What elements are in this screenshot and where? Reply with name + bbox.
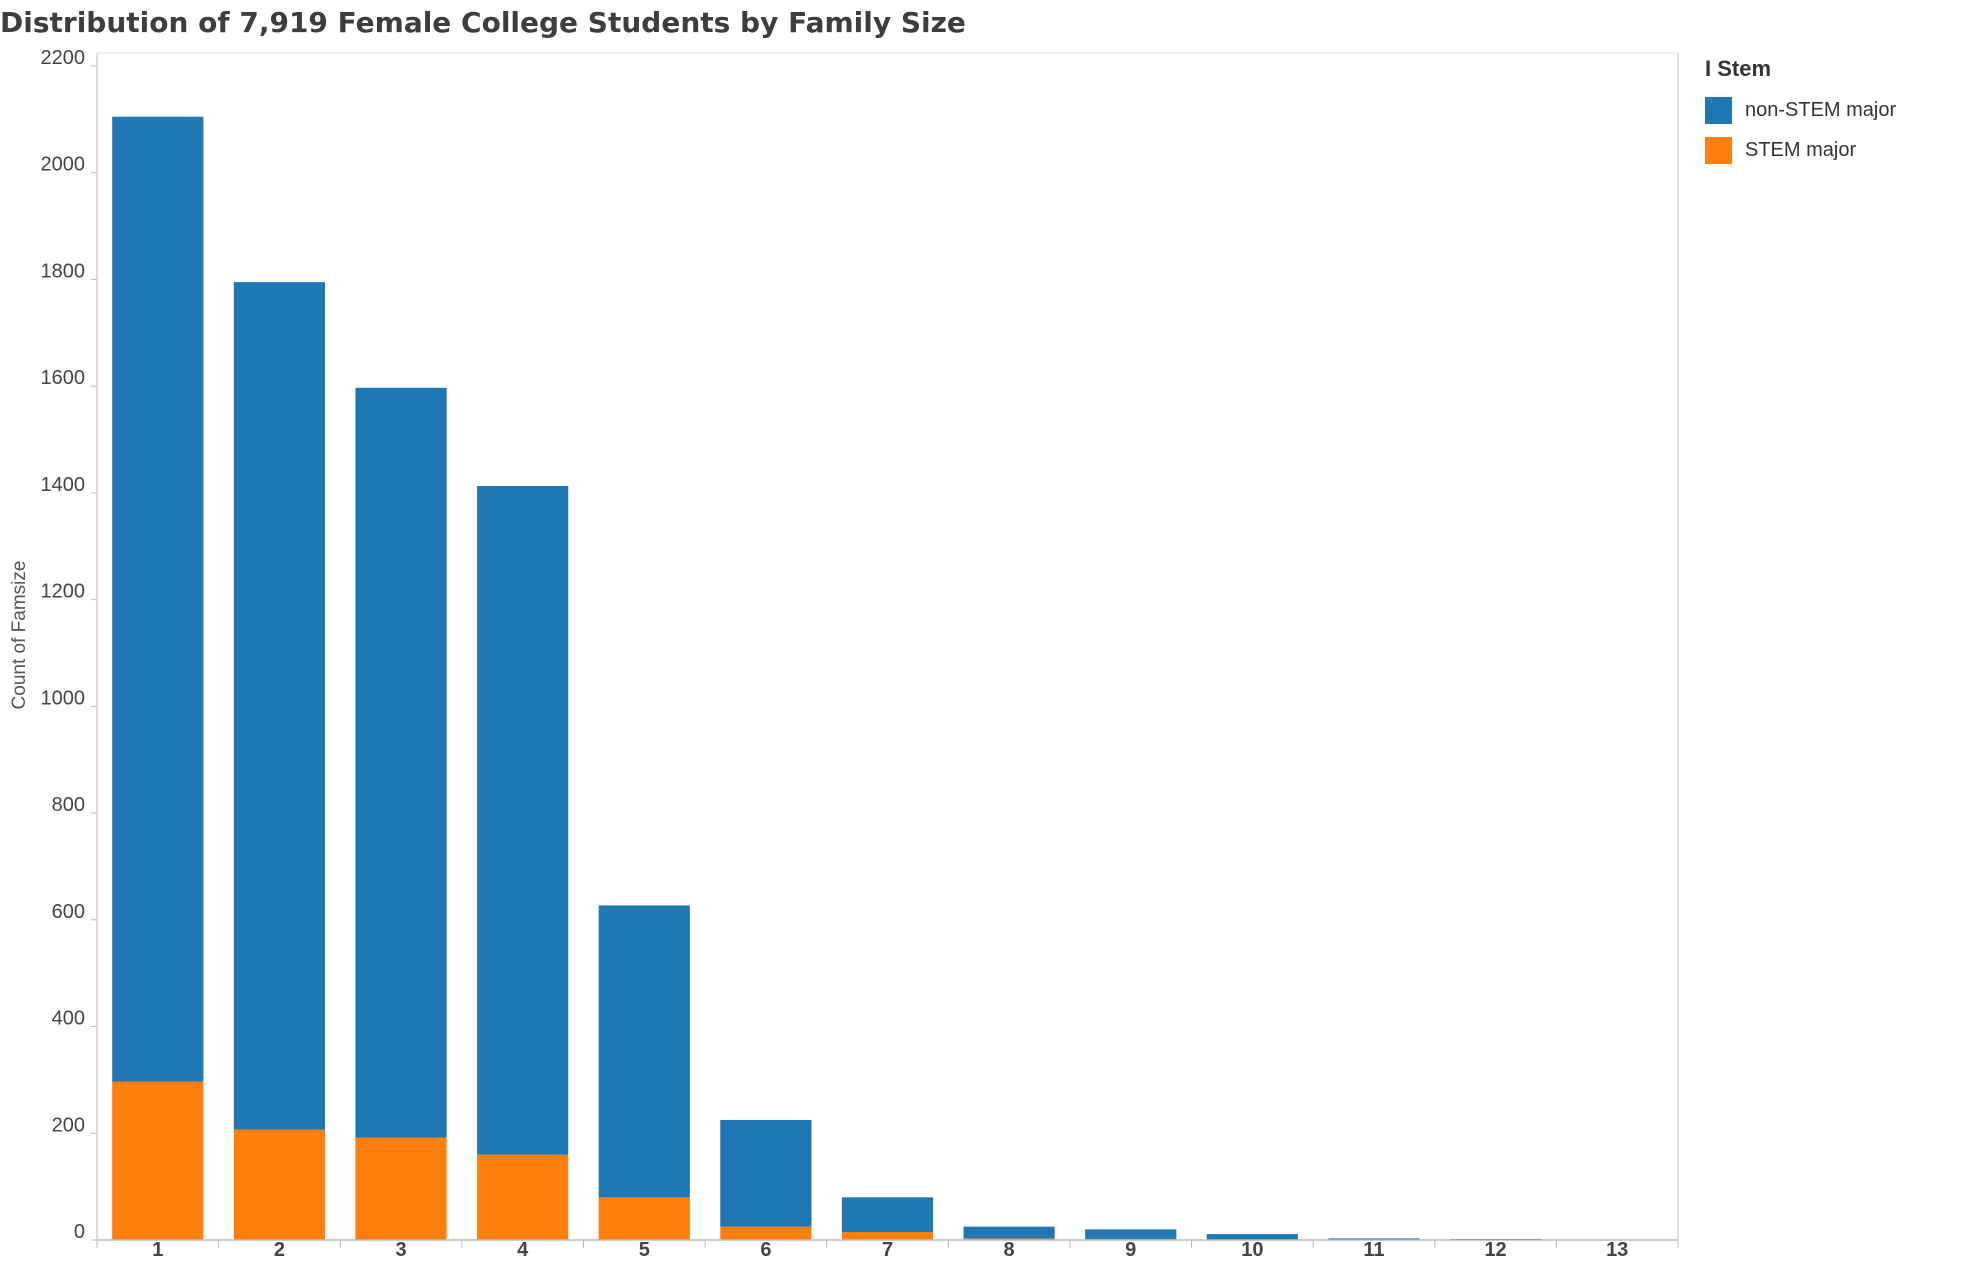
bar-stem-major-famsize-8[interactable] [963,1238,1055,1240]
x-tick-label: 6 [760,1239,771,1261]
legend-swatch-non-stem [1705,96,1732,124]
legend-swatch-stem [1705,136,1732,164]
bar-non-stem-major-famsize-4[interactable] [477,485,569,1155]
y-tick-label: 400 [52,1008,85,1030]
bar-non-stem-major-famsize-9[interactable] [1085,1229,1177,1239]
y-tick-label: 1400 [41,474,86,496]
y-tick-label: 0 [74,1221,85,1243]
y-tick-label: 1600 [41,367,86,389]
plot-frame [96,52,1679,1240]
bar-stem-major-famsize-6[interactable] [720,1226,812,1240]
bar-stem-major-famsize-3[interactable] [355,1137,447,1240]
x-tick-label: 10 [1241,1239,1263,1261]
legend: I Stem non-STEM major STEM major [1705,56,1955,170]
legend-label-non-stem: non-STEM major [1745,98,1897,121]
y-tick-label: 600 [52,901,85,923]
bar-stem-major-famsize-7[interactable] [841,1231,934,1240]
y-tick-label: 2200 [41,47,86,69]
bar-non-stem-major-famsize-5[interactable] [598,905,690,1198]
bar-non-stem-major-famsize-11[interactable] [1328,1238,1420,1240]
legend-item-stem[interactable]: STEM major [1705,130,1955,170]
bar-non-stem-major-famsize-8[interactable] [963,1226,1055,1239]
x-tick-label: 4 [517,1239,529,1261]
legend-label-stem: STEM major [1745,138,1857,161]
x-tick-label: 11 [1363,1239,1384,1261]
x-tick-label: 3 [395,1239,406,1261]
x-tick-label: 13 [1606,1239,1628,1261]
bar-stem-major-famsize-4[interactable] [477,1154,569,1240]
y-tick-label: 200 [52,1114,85,1136]
y-tick-label: 1800 [41,260,86,282]
bar-non-stem-major-famsize-10[interactable] [1206,1234,1298,1240]
legend-item-non-stem[interactable]: non-STEM major [1705,90,1955,130]
x-tick-label: 5 [639,1239,650,1261]
y-tick-label: 800 [52,794,85,816]
y-axis: 0 200 400 600 800 1000 1200 1400 1600 1800 2000 220… [41,47,97,1243]
chart-title: Distribution of 7,919 Female College Stu… [0,6,966,39]
y-tick-label: 1200 [41,581,86,603]
y-axis-label: Count of Famsize [9,561,30,710]
bars-layer [112,116,1542,1241]
y-tick-label: 1000 [41,687,86,709]
bar-stem-major-famsize-5[interactable] [598,1197,690,1240]
bar-non-stem-major-famsize-1[interactable] [112,116,204,1082]
x-tick-label: 1 [152,1239,163,1261]
x-tick-label: 8 [1004,1239,1015,1261]
y-tick-label: 2000 [41,154,86,176]
bar-stem-major-famsize-1[interactable] [112,1081,204,1240]
bar-stem-major-famsize-2[interactable] [233,1129,326,1240]
bar-non-stem-major-famsize-7[interactable] [841,1197,934,1232]
x-tick-label: 7 [882,1239,893,1261]
bar-non-stem-major-famsize-3[interactable] [355,387,447,1138]
bar-non-stem-major-famsize-2[interactable] [233,282,326,1130]
x-tick-label: 9 [1125,1239,1136,1261]
legend-title: I Stem [1705,56,1772,81]
bar-non-stem-major-famsize-6[interactable] [720,1119,812,1227]
x-tick-label: 2 [274,1239,285,1261]
x-tick-label: 12 [1484,1239,1506,1261]
x-axis: 1 2 3 4 5 6 7 8 9 10 11 12 13 [96,1239,1679,1261]
